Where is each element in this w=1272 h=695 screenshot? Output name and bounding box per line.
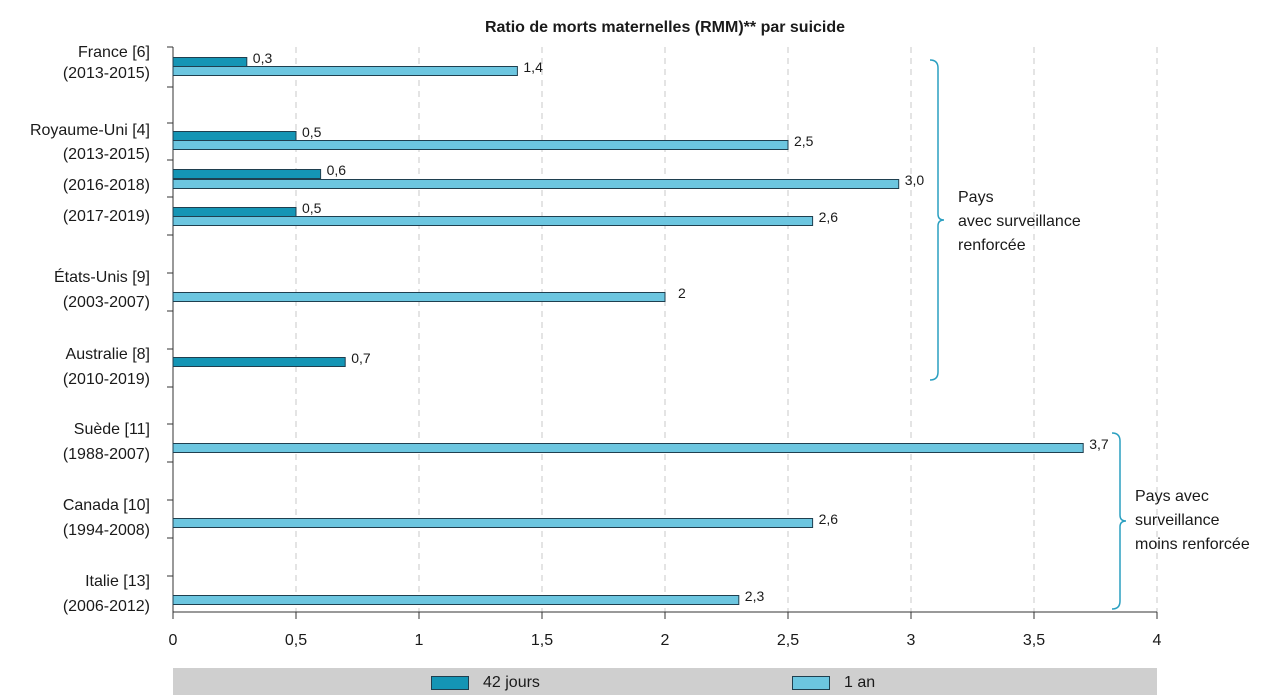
annotation-text: surveillance bbox=[1135, 512, 1220, 529]
x-tick-label: 1,5 bbox=[531, 632, 553, 649]
brace-moins-renforcee bbox=[1111, 432, 1127, 610]
bar bbox=[172, 207, 297, 217]
bar bbox=[172, 140, 789, 150]
bar bbox=[172, 357, 346, 367]
data-label: 1,4 bbox=[523, 59, 543, 75]
category-label: Suède [11] bbox=[74, 421, 150, 438]
data-label: 3,0 bbox=[905, 172, 925, 188]
bar bbox=[172, 131, 297, 141]
bar bbox=[172, 292, 666, 302]
annotation-text: renforcée bbox=[958, 237, 1026, 254]
chart-title: Ratio de morts maternelles (RMM)** par s… bbox=[485, 19, 845, 36]
category-label: France [6] bbox=[78, 44, 150, 61]
data-label: 3,7 bbox=[1089, 436, 1109, 452]
category-period-label: (2010-2019) bbox=[63, 371, 150, 388]
bar bbox=[172, 169, 322, 179]
category-period-label: (2006-2012) bbox=[63, 598, 150, 615]
category-period-label: (1988-2007) bbox=[63, 446, 150, 463]
legend-item-42-jours: 42 jours bbox=[431, 674, 540, 692]
annotation-text: moins renforcée bbox=[1135, 536, 1250, 553]
x-tick-label: 2 bbox=[661, 632, 670, 649]
category-period-label: (2017-2019) bbox=[63, 208, 150, 225]
category-label: Canada [10] bbox=[63, 497, 150, 514]
data-label: 2,6 bbox=[819, 209, 839, 225]
x-tick-label: 3,5 bbox=[1023, 632, 1045, 649]
data-label: 0,6 bbox=[327, 162, 347, 178]
category-period-label: (2003-2007) bbox=[63, 294, 150, 311]
bar bbox=[172, 57, 248, 67]
bar bbox=[172, 518, 814, 528]
bar bbox=[172, 443, 1084, 453]
category-label: Australie [8] bbox=[66, 346, 150, 363]
data-label: 2,3 bbox=[745, 588, 765, 604]
annotation-text: avec surveillance bbox=[958, 213, 1081, 230]
category-period-label: (2013-2015) bbox=[63, 146, 150, 163]
data-label: 2,5 bbox=[794, 133, 814, 149]
chart: Ratio de morts maternelles (RMM)** par s… bbox=[30, 19, 1250, 649]
x-tick-label: 2,5 bbox=[777, 632, 799, 649]
legend: 42 jours 1 an bbox=[173, 668, 1157, 695]
annotation-text: Pays bbox=[958, 189, 994, 206]
bar bbox=[172, 216, 814, 226]
brace-renforcee bbox=[929, 59, 945, 381]
legend-swatch-42-jours bbox=[431, 676, 469, 690]
category-period-label: (1994-2008) bbox=[63, 522, 150, 539]
data-label: 0,3 bbox=[253, 50, 273, 66]
x-tick-label: 0 bbox=[169, 632, 178, 649]
category-label: États-Unis [9] bbox=[54, 267, 150, 286]
bar bbox=[172, 66, 518, 76]
category-label: Royaume-Uni [4] bbox=[30, 122, 150, 139]
data-label: 0,5 bbox=[302, 200, 322, 216]
category-period-label: (2016-2018) bbox=[63, 177, 150, 194]
bars: 0,3 1,4 0,5 2,5 0,6 3,0 0,5 2,6 2 0,7 3,7 2,6 2,3 bbox=[172, 50, 1109, 605]
legend-swatch-1-an bbox=[792, 676, 830, 690]
legend-label-42-jours: 42 jours bbox=[483, 674, 540, 691]
data-label: 0,5 bbox=[302, 124, 322, 140]
legend-label-1-an: 1 an bbox=[844, 674, 876, 691]
x-tick-label: 4 bbox=[1153, 632, 1162, 649]
x-tick-label: 0,5 bbox=[285, 632, 307, 649]
data-label: 2 bbox=[678, 285, 686, 301]
category-label: Italie [13] bbox=[85, 573, 150, 590]
legend-item-1-an: 1 an bbox=[792, 674, 875, 692]
bar bbox=[172, 595, 740, 605]
bar bbox=[172, 179, 900, 189]
x-tick-label: 1 bbox=[415, 632, 424, 649]
data-label: 0,7 bbox=[351, 350, 371, 366]
annotations: Pays avec surveillance renforcée Pays avec s… bbox=[929, 59, 1250, 610]
x-tick-label: 3 bbox=[907, 632, 916, 649]
category-period-label: (2013-2015) bbox=[63, 65, 150, 82]
category-labels: France [6] (2013-2015) Royaume-Uni [4] (201… bbox=[30, 44, 150, 615]
data-label: 2,6 bbox=[819, 511, 839, 527]
annotation-text: Pays avec bbox=[1135, 488, 1209, 505]
